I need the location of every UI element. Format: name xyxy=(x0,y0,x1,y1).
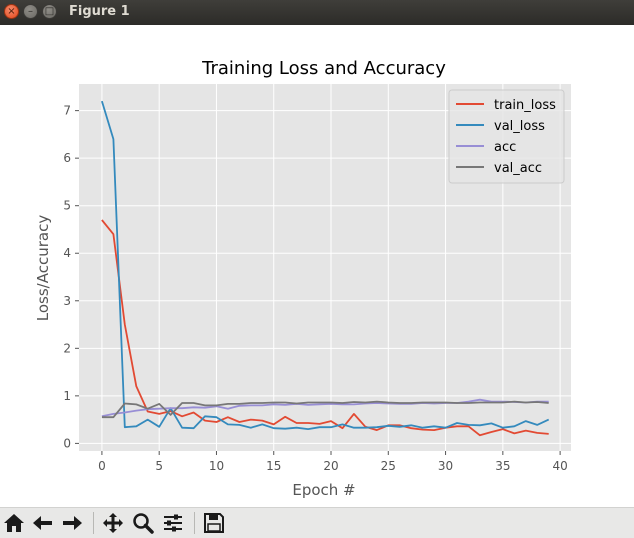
x-tick-label: 40 xyxy=(552,459,567,473)
close-icon[interactable]: × xyxy=(4,4,19,19)
figure-canvas[interactable]: 0 5 10 15 20 25 30 35 40 0 1 2 3 4 5 6 7 Training Loss a… xyxy=(0,25,634,507)
magnifier-icon[interactable] xyxy=(130,510,156,536)
toolbar-separator xyxy=(93,512,94,534)
line-chart: 0 5 10 15 20 25 30 35 40 0 1 2 3 4 5 6 7 Training Loss a… xyxy=(34,58,571,499)
x-axis-label: Epoch # xyxy=(292,481,355,499)
y-tick-label: 1 xyxy=(63,389,71,403)
y-tick-label: 2 xyxy=(63,341,71,355)
chart-title: Training Loss and Accuracy xyxy=(201,58,446,79)
x-tick-label: 10 xyxy=(209,459,224,473)
window-titlebar: × – □ Figure 1 xyxy=(0,0,634,25)
y-tick-label: 3 xyxy=(63,294,71,308)
toolbar-separator xyxy=(194,512,195,534)
x-tick-label: 35 xyxy=(495,459,510,473)
y-tick-label: 4 xyxy=(63,246,71,260)
x-tick-label: 5 xyxy=(155,459,163,473)
series-line-val-loss xyxy=(101,100,550,431)
sliders-icon[interactable] xyxy=(160,510,186,536)
legend-label-acc: acc xyxy=(494,140,516,155)
legend-box xyxy=(448,89,565,184)
series-line-train-loss xyxy=(101,219,549,437)
x-tick-label: 30 xyxy=(438,459,453,473)
window-title: Figure 1 xyxy=(69,4,130,19)
move-icon[interactable] xyxy=(100,510,126,536)
x-tick-label: 20 xyxy=(323,459,338,473)
legend-label-val-loss: val_loss xyxy=(494,119,545,134)
y-tick-label: 0 xyxy=(63,436,71,450)
x-tick-label: 25 xyxy=(381,459,396,473)
x-tick-label: 0 xyxy=(98,459,106,473)
axis-ticks: 0 5 10 15 20 25 30 35 40 0 1 2 3 4 5 6 7 xyxy=(63,104,567,473)
legend-label-val-acc: val_acc xyxy=(494,161,542,176)
navigation-toolbar xyxy=(0,507,634,538)
x-tick-label: 15 xyxy=(266,459,281,473)
home-icon[interactable] xyxy=(1,510,27,536)
floppy-disk-icon[interactable] xyxy=(201,510,227,536)
arrow-right-icon[interactable] xyxy=(59,510,85,536)
series-lines xyxy=(101,100,550,437)
series-line-val-acc xyxy=(101,400,549,419)
minimize-icon[interactable]: – xyxy=(23,4,38,19)
y-tick-label: 7 xyxy=(63,104,71,118)
y-tick-label: 5 xyxy=(63,199,71,213)
legend-label-train-loss: train_loss xyxy=(494,98,556,113)
y-tick-label: 6 xyxy=(63,151,71,165)
y-axis-label: Loss/Accuracy xyxy=(34,215,52,322)
maximize-icon[interactable]: □ xyxy=(42,4,57,19)
arrow-left-icon[interactable] xyxy=(30,510,56,536)
